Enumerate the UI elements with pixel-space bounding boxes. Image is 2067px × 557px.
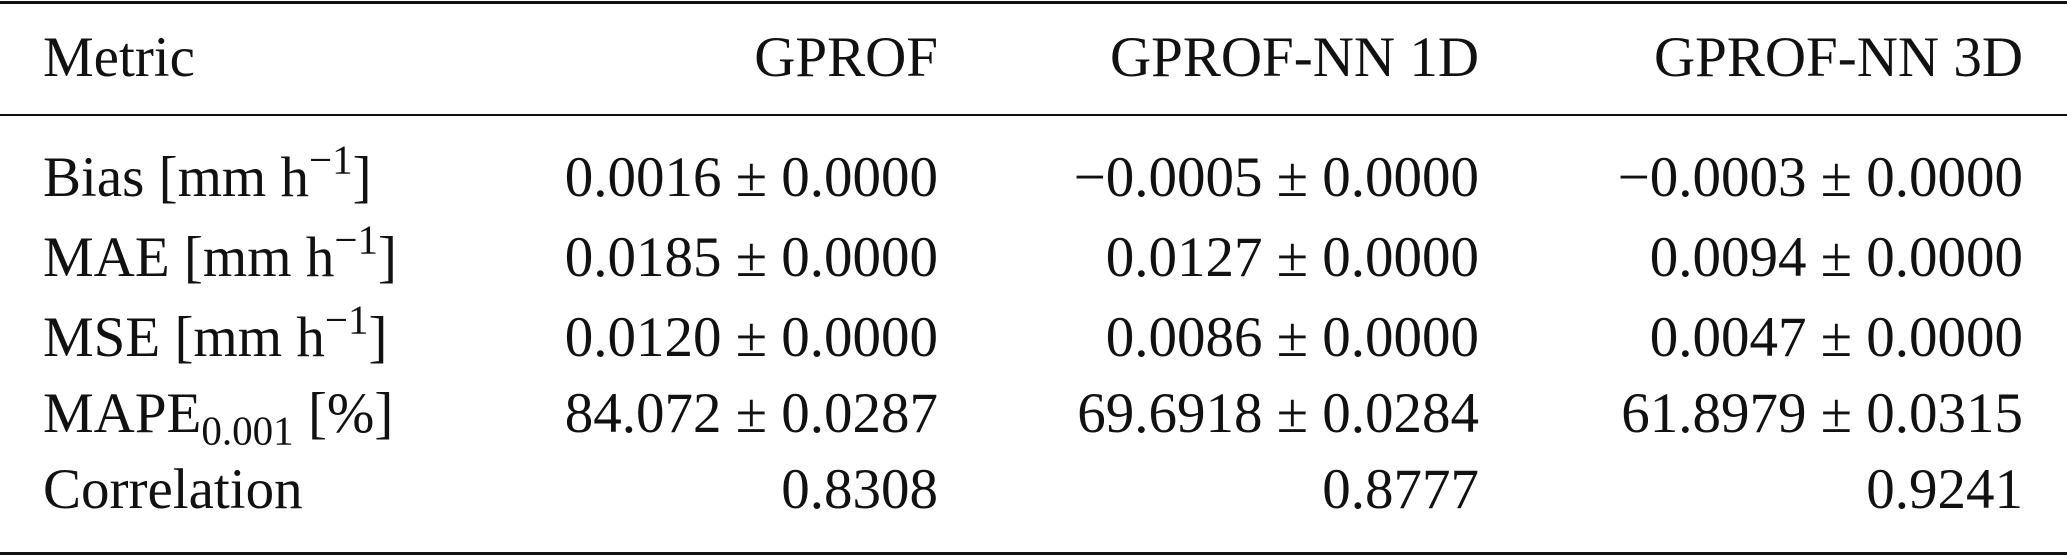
value-cell: 0.0120 ± 0.0000 [564, 306, 938, 369]
metric-suffix: [%] [293, 382, 394, 445]
value-cell: 0.0094 ± 0.0000 [1649, 226, 2023, 289]
metric-text: Bias [mm h [43, 146, 309, 209]
value-cell: 0.0127 ± 0.0000 [1105, 226, 1479, 289]
header-rule [0, 114, 2067, 116]
metric-cell: Bias [mm h−1] [43, 139, 372, 209]
metric-suffix: ] [352, 146, 372, 209]
header-cell: GPROF [754, 26, 938, 89]
metric-unit-exponent: −1 [324, 296, 369, 343]
header-cell: Metric [43, 26, 195, 89]
metric-subscript: 0.001 [201, 407, 294, 454]
value-cell: −0.0005 ± 0.0000 [1073, 146, 1479, 209]
metric-text: MAPE [43, 382, 202, 445]
top-rule [0, 1, 2067, 4]
value-cell: 0.0185 ± 0.0000 [564, 226, 938, 289]
value-cell: 0.0016 ± 0.0000 [564, 146, 938, 209]
value-cell: 0.0086 ± 0.0000 [1105, 306, 1479, 369]
metric-unit-exponent: −1 [309, 136, 353, 183]
value-cell: 0.8308 [781, 458, 938, 521]
header-cell: GPROF-NN 1D [1110, 26, 1479, 89]
value-cell: 0.9241 [1866, 458, 2023, 521]
value-cell: 61.8979 ± 0.0315 [1621, 382, 2023, 445]
metric-cell: Correlation [43, 461, 303, 518]
metric-text: Correlation [43, 458, 303, 521]
value-cell: 84.072 ± 0.0287 [564, 382, 938, 445]
metric-text: MAE [mm h [43, 226, 335, 289]
bottom-rule [0, 552, 2067, 555]
metric-cell: MAE [mm h−1] [43, 219, 397, 289]
value-cell: −0.0003 ± 0.0000 [1617, 146, 2023, 209]
metric-text: MSE [mm h [43, 306, 325, 369]
value-cell: 0.0047 ± 0.0000 [1649, 306, 2023, 369]
metric-suffix: ] [377, 226, 397, 289]
metric-suffix: ] [368, 306, 388, 369]
metric-unit-exponent: −1 [334, 216, 378, 263]
value-cell: 0.8777 [1322, 458, 1479, 521]
header-cell: GPROF-NN 3D [1654, 26, 2023, 89]
metric-cell: MAPE0.001 [%] [43, 382, 394, 451]
value-cell: 69.6918 ± 0.0284 [1077, 382, 1479, 445]
metric-cell: MSE [mm h−1] [43, 299, 388, 369]
